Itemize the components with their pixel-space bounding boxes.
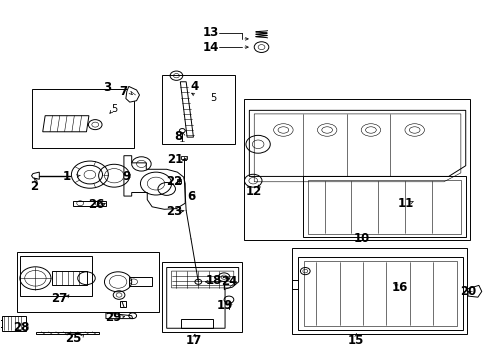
Bar (181, 319, 212, 328)
Text: 12: 12 (245, 185, 262, 198)
Text: 5: 5 (111, 104, 117, 113)
Text: 27: 27 (51, 292, 67, 305)
Text: 22: 22 (165, 175, 182, 188)
Bar (31, 89, 133, 148)
Bar (162, 262, 242, 332)
Bar (2, 316, 26, 331)
Bar (162, 75, 234, 144)
Text: 13: 13 (202, 26, 218, 39)
Bar (17, 252, 159, 312)
Text: 18: 18 (206, 274, 222, 287)
Bar (52, 271, 87, 285)
Bar (291, 248, 466, 334)
Bar (243, 99, 468, 240)
Text: 25: 25 (65, 333, 81, 346)
Text: 5: 5 (209, 93, 216, 103)
Text: 23: 23 (165, 205, 182, 218)
Text: 28: 28 (13, 321, 29, 334)
Text: 9: 9 (122, 170, 131, 183)
Text: 2: 2 (30, 180, 39, 193)
Text: 1: 1 (63, 170, 71, 183)
Text: 24: 24 (220, 275, 237, 288)
Bar (20, 256, 92, 296)
Text: 7: 7 (119, 85, 127, 98)
Text: 10: 10 (353, 233, 369, 246)
Text: 14: 14 (202, 41, 218, 54)
Text: 29: 29 (105, 311, 121, 324)
Bar (120, 301, 125, 307)
Text: 4: 4 (190, 80, 199, 93)
Text: 21: 21 (167, 153, 183, 166)
Text: 16: 16 (391, 282, 407, 294)
Polygon shape (125, 86, 139, 102)
Text: 8: 8 (174, 130, 183, 143)
Text: 15: 15 (347, 333, 364, 347)
Text: 6: 6 (186, 190, 195, 203)
Text: 19: 19 (216, 299, 233, 312)
Text: 3: 3 (103, 81, 111, 94)
Text: 20: 20 (459, 285, 475, 298)
Bar (128, 277, 152, 287)
Text: 17: 17 (185, 333, 201, 347)
Text: 26: 26 (88, 198, 104, 211)
Polygon shape (466, 285, 481, 297)
Text: 11: 11 (397, 197, 413, 210)
